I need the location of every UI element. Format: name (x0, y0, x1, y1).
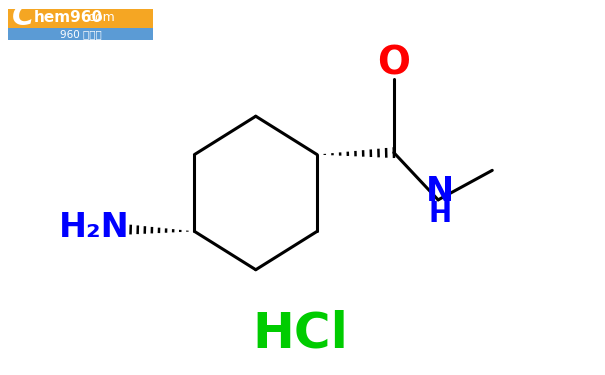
Text: H₂N: H₂N (59, 211, 129, 244)
Bar (8, 28, 154, 40)
Text: 960 化工网: 960 化工网 (60, 29, 102, 39)
Text: N: N (426, 176, 454, 208)
Text: C: C (11, 2, 34, 32)
Text: HCl: HCl (252, 310, 348, 358)
Text: .com: .com (85, 11, 116, 24)
Text: H: H (428, 200, 452, 228)
FancyBboxPatch shape (8, 9, 154, 40)
Text: hem960: hem960 (33, 10, 102, 26)
Text: O: O (378, 44, 410, 82)
